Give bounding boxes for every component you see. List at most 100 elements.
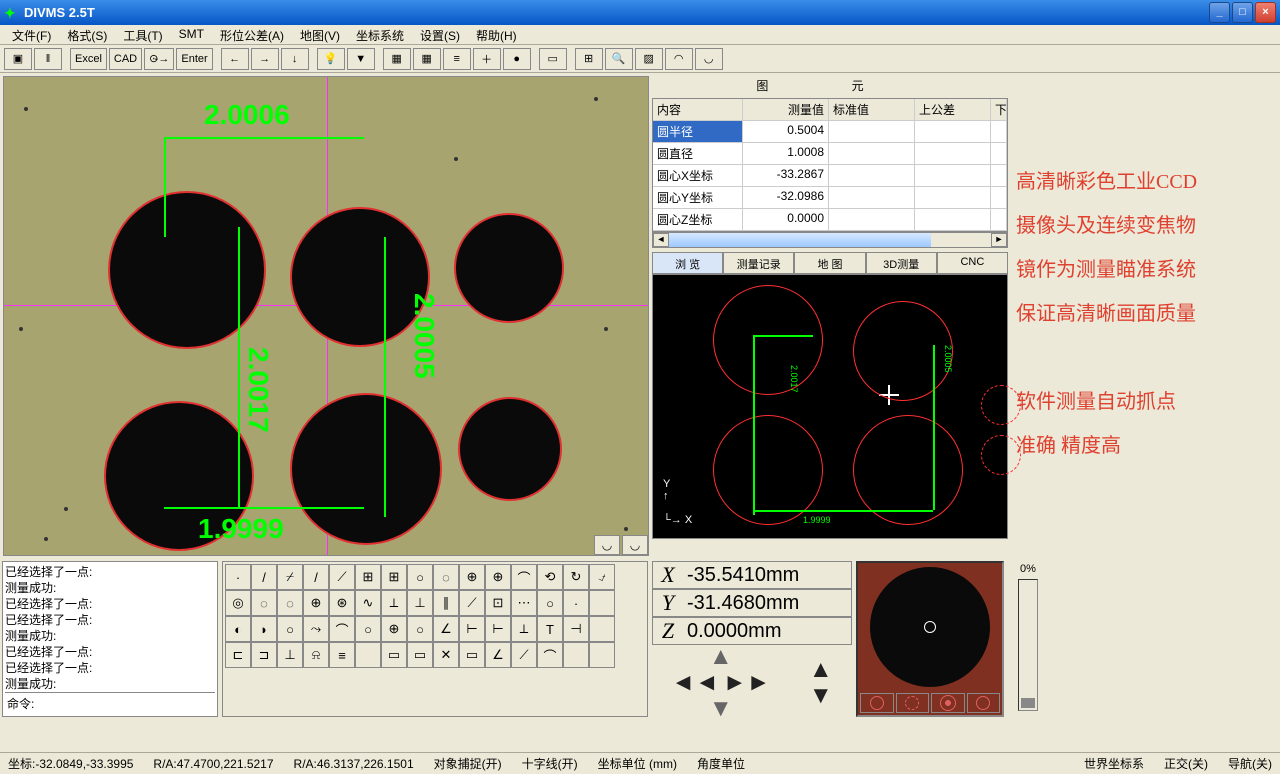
menu-工具(T)[interactable]: 工具(T) xyxy=(115,25,170,44)
status-cross[interactable]: 十字线(开) xyxy=(518,755,582,772)
palette-3-3[interactable]: ⍾ xyxy=(303,642,329,668)
indicator-1[interactable] xyxy=(860,693,894,713)
palette-3-0[interactable]: ⊏ xyxy=(225,642,251,668)
palette-0-2[interactable]: ⌿ xyxy=(277,564,303,590)
maximize-button[interactable]: □ xyxy=(1232,2,1253,23)
palette-0-6[interactable]: ⊞ xyxy=(381,564,407,590)
cad-tab-3[interactable]: 3D测量 xyxy=(866,252,937,273)
toolbar-btn-18[interactable]: ＋ xyxy=(473,48,501,70)
palette-3-4[interactable]: ≡ xyxy=(329,642,355,668)
toolbar-btn-21[interactable]: ▭ xyxy=(539,48,567,70)
toolbar-btn-15[interactable]: ▦ xyxy=(383,48,411,70)
toolbar-btn-3[interactable]: Excel xyxy=(70,48,107,70)
menu-文件(F)[interactable]: 文件(F) xyxy=(4,25,59,44)
palette-1-3[interactable]: ⊕ xyxy=(303,590,329,616)
palette-1-6[interactable]: ⟂ xyxy=(381,590,407,616)
status-ortho[interactable]: 正交(关) xyxy=(1160,755,1212,772)
cad-preview[interactable]: Y↑ └→ X 2.00172.00051.9999 xyxy=(652,274,1008,539)
cad-tab-2[interactable]: 地 图 xyxy=(794,252,865,273)
palette-2-6[interactable]: ⊕ xyxy=(381,616,407,642)
toolbar-btn-5[interactable]: ⊙̵→ xyxy=(144,48,174,70)
jog-left[interactable]: ◄◄ xyxy=(671,671,719,695)
palette-1-13[interactable]: · xyxy=(563,590,589,616)
toolbar-btn-6[interactable]: Enter xyxy=(176,48,212,70)
scroll-left[interactable]: ◄ xyxy=(653,233,669,247)
palette-0-14[interactable]: ⍻ xyxy=(589,564,615,590)
palette-3-2[interactable]: ⊥ xyxy=(277,642,303,668)
palette-1-11[interactable]: ⋯ xyxy=(511,590,537,616)
palette-2-5[interactable]: ○ xyxy=(355,616,381,642)
toolbar-btn-10[interactable]: ↓ xyxy=(281,48,309,70)
palette-3-6[interactable]: ▭ xyxy=(381,642,407,668)
grid-header-0[interactable]: 内容 xyxy=(653,99,743,120)
toolbar-btn-19[interactable]: ● xyxy=(503,48,531,70)
command-input[interactable] xyxy=(38,695,213,712)
palette-1-2[interactable]: ◌ xyxy=(277,590,303,616)
cad-tab-0[interactable]: 浏 览 xyxy=(652,252,723,273)
palette-3-9[interactable]: ▭ xyxy=(459,642,485,668)
grid-row-2[interactable]: 圆心X坐标-33.2867 xyxy=(653,165,1007,187)
measurement-grid[interactable]: 内容测量值标准值上公差下圆半径0.5004圆直径1.0008圆心X坐标-33.2… xyxy=(652,98,1008,232)
lens-narrow-icon[interactable]: ◡ xyxy=(622,535,648,555)
status-capture[interactable]: 对象捕捉(开) xyxy=(430,755,506,772)
percent-slider[interactable] xyxy=(1018,579,1038,711)
palette-2-4[interactable]: ⌒ xyxy=(329,616,355,642)
minimize-button[interactable]: _ xyxy=(1209,2,1230,23)
grid-scrollbar[interactable]: ◄ ► xyxy=(652,232,1008,248)
status-nav[interactable]: 导航(关) xyxy=(1224,755,1276,772)
palette-0-4[interactable]: ⟋ xyxy=(329,564,355,590)
palette-1-12[interactable]: ○ xyxy=(537,590,563,616)
menu-设置(S)[interactable]: 设置(S) xyxy=(412,25,468,44)
menu-坐标系统[interactable]: 坐标系统 xyxy=(348,25,412,44)
toolbar-btn-13[interactable]: ▼ xyxy=(347,48,375,70)
grid-header-1[interactable]: 测量值 xyxy=(743,99,829,120)
indicator-4[interactable] xyxy=(967,693,1001,713)
grid-row-4[interactable]: 圆心Z坐标0.0000 xyxy=(653,209,1007,231)
palette-2-10[interactable]: ⊢ xyxy=(485,616,511,642)
palette-3-12[interactable]: ⌒ xyxy=(537,642,563,668)
palette-0-7[interactable]: ○ xyxy=(407,564,433,590)
palette-3-5[interactable] xyxy=(355,642,381,668)
toolbar-btn-4[interactable]: CAD xyxy=(109,48,142,70)
palette-3-13[interactable] xyxy=(563,642,589,668)
palette-3-8[interactable]: ✕ xyxy=(433,642,459,668)
jog-down[interactable]: ▼ xyxy=(709,697,733,721)
palette-0-8[interactable]: ◌ xyxy=(433,564,459,590)
toolbar-btn-9[interactable]: → xyxy=(251,48,279,70)
grid-row-3[interactable]: 圆心Y坐标-32.0986 xyxy=(653,187,1007,209)
toolbar-btn-8[interactable]: ← xyxy=(221,48,249,70)
palette-1-1[interactable]: ◌ xyxy=(251,590,277,616)
palette-2-3[interactable]: ⤳ xyxy=(303,616,329,642)
palette-2-8[interactable]: ∠ xyxy=(433,616,459,642)
palette-3-7[interactable]: ▭ xyxy=(407,642,433,668)
toolbar-btn-27[interactable]: ◡ xyxy=(695,48,723,70)
palette-2-12[interactable]: T xyxy=(537,616,563,642)
menu-形位公差(A)[interactable]: 形位公差(A) xyxy=(212,25,292,44)
palette-2-9[interactable]: ⊢ xyxy=(459,616,485,642)
jog-up[interactable]: ▲ xyxy=(709,645,733,669)
palette-1-14[interactable] xyxy=(589,590,615,616)
toolbar-btn-16[interactable]: ▦ xyxy=(413,48,441,70)
scroll-thumb[interactable] xyxy=(669,233,931,247)
menu-帮助(H)[interactable]: 帮助(H) xyxy=(468,25,525,44)
palette-2-14[interactable] xyxy=(589,616,615,642)
cad-tab-4[interactable]: CNC xyxy=(937,252,1008,273)
lens-wide-icon[interactable]: ◡ xyxy=(594,535,620,555)
palette-2-0[interactable]: ◐ xyxy=(225,616,251,642)
palette-3-14[interactable] xyxy=(589,642,615,668)
status-angle-unit[interactable]: 角度单位 xyxy=(693,755,749,772)
toolbar-btn-24[interactable]: 🔍 xyxy=(605,48,633,70)
toolbar-btn-23[interactable]: ⊞ xyxy=(575,48,603,70)
grid-header-3[interactable]: 上公差 xyxy=(915,99,991,120)
toolbar-btn-1[interactable]: ‖ xyxy=(34,48,62,70)
palette-1-4[interactable]: ⊛ xyxy=(329,590,355,616)
scroll-right[interactable]: ► xyxy=(991,233,1007,247)
palette-2-13[interactable]: ⊣ xyxy=(563,616,589,642)
toolbar-btn-26[interactable]: ◠ xyxy=(665,48,693,70)
palette-0-1[interactable]: / xyxy=(251,564,277,590)
toolbar-btn-12[interactable]: 💡 xyxy=(317,48,345,70)
status-world[interactable]: 世界坐标系 xyxy=(1080,755,1148,772)
toolbar-btn-0[interactable]: ▣ xyxy=(4,48,32,70)
close-button[interactable]: × xyxy=(1255,2,1276,23)
menu-格式(S)[interactable]: 格式(S) xyxy=(59,25,115,44)
